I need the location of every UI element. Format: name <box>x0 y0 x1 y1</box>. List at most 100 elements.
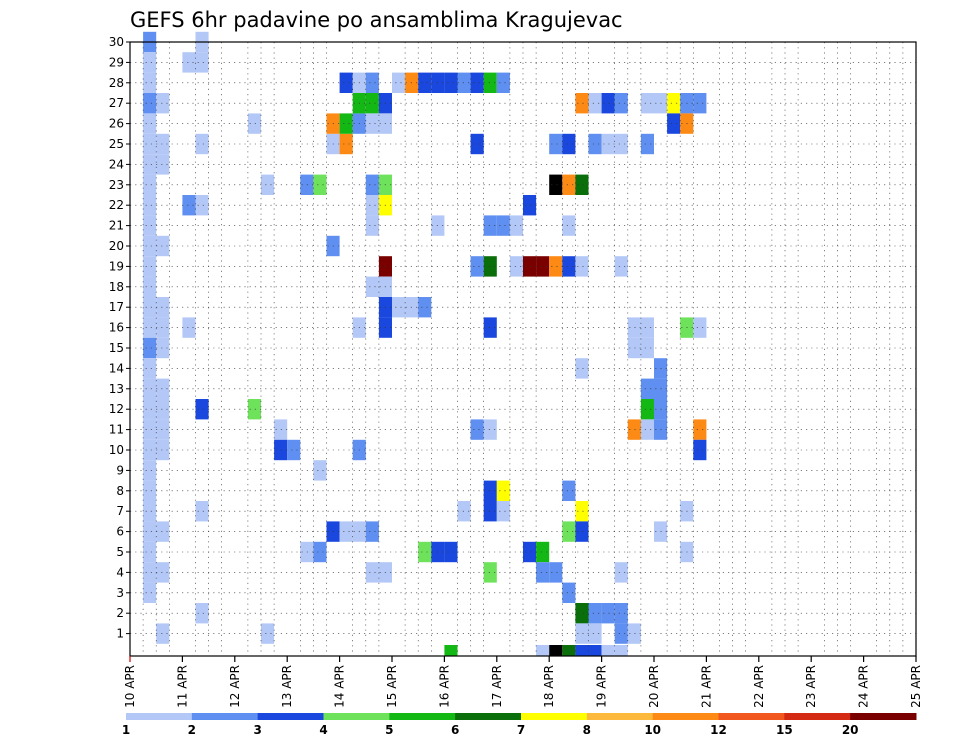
y-tick-label: 1 <box>116 627 124 641</box>
x-tick-label: 21 APR <box>699 665 713 708</box>
heatmap-cell <box>143 541 157 563</box>
heatmap-cell <box>143 419 157 440</box>
y-tick-label: 25 <box>109 137 124 151</box>
heatmap-cell <box>247 113 261 134</box>
heatmap-cell <box>195 501 209 522</box>
heatmap-cell <box>143 256 157 277</box>
heatmap-cell <box>156 337 170 359</box>
grid-lines <box>130 41 916 656</box>
heatmap-cell <box>549 562 563 583</box>
y-tick-label: 9 <box>116 463 124 477</box>
colorbar-label: 12 <box>710 723 727 737</box>
heatmap-cell <box>339 72 353 93</box>
heatmap-cell <box>156 317 170 338</box>
y-tick-label: 3 <box>116 586 124 600</box>
heatmap-cell <box>195 52 209 73</box>
colorbar-swatch <box>126 713 193 720</box>
heatmap-cell <box>640 317 654 338</box>
heatmap-cell <box>365 195 379 216</box>
colorbar-swatch <box>191 713 259 720</box>
heatmap-cell <box>536 256 550 277</box>
heatmap-cell <box>143 154 157 175</box>
heatmap-cell <box>536 541 550 563</box>
heatmap-cell <box>143 562 157 583</box>
y-tick-label: 13 <box>109 382 124 396</box>
heatmap-cell <box>575 521 589 542</box>
heatmap-cell <box>156 235 170 257</box>
heatmap-cell <box>274 439 288 461</box>
heatmap-cell <box>549 174 563 195</box>
y-tick-label: 19 <box>109 259 124 273</box>
heatmap-cell <box>483 72 497 93</box>
heatmap-cell <box>156 623 170 644</box>
heatmap-cell <box>601 603 615 624</box>
colorbar-label: 3 <box>253 723 261 737</box>
y-tick-label: 12 <box>109 402 124 416</box>
heatmap-cell <box>156 297 170 318</box>
x-tick-label: 18 APR <box>542 665 556 708</box>
heatmap-cell <box>693 317 707 338</box>
heatmap-cell <box>614 562 628 583</box>
heatmap-cell <box>496 215 510 236</box>
heatmap-cell <box>457 501 471 522</box>
heatmap-cell <box>156 439 170 461</box>
heatmap-cell <box>640 133 654 155</box>
heatmap-cell <box>614 93 628 114</box>
axis-ticks: 1234567891011121314151617181920212223242… <box>109 35 923 708</box>
x-tick-label: 13 APR <box>280 665 294 708</box>
heatmap-cell <box>601 133 615 155</box>
heatmap-cell <box>261 623 275 644</box>
heatmap-cell <box>143 174 157 195</box>
x-tick-label: 25 APR <box>909 665 923 708</box>
heatmap-cell <box>627 623 641 644</box>
y-tick-label: 4 <box>116 565 124 579</box>
heatmap-cell <box>575 645 589 656</box>
y-tick-label: 17 <box>109 300 124 314</box>
heatmap-cell <box>365 72 379 93</box>
heatmap-cell <box>470 419 484 440</box>
colorbar-swatch <box>389 713 456 720</box>
heatmap-cell <box>339 521 353 542</box>
x-tick-label: 16 APR <box>437 665 451 708</box>
heatmap-cell <box>156 419 170 440</box>
heatmap-cell <box>614 256 628 277</box>
heatmap-cell <box>143 480 157 501</box>
colorbar-swatch <box>784 713 851 720</box>
heatmap-cell <box>575 93 589 114</box>
heatmap-cell <box>496 480 510 501</box>
colorbar-label: 1 <box>122 723 130 737</box>
heatmap-cell <box>483 480 497 501</box>
heatmap-cell <box>614 623 628 644</box>
heatmap-cell <box>182 52 196 73</box>
heatmap-cell <box>562 645 576 656</box>
heatmap-cell <box>313 541 327 563</box>
x-tick-label: 20 APR <box>647 665 661 708</box>
heatmap-cell <box>444 72 458 93</box>
heatmap-cell <box>365 174 379 195</box>
y-tick-label: 15 <box>109 341 124 355</box>
heatmap-cell <box>667 113 681 134</box>
heatmap-cell <box>693 419 707 440</box>
y-tick-label: 11 <box>109 423 124 437</box>
heatmap-cell <box>601 93 615 114</box>
colorbar-label: 2 <box>188 723 196 737</box>
colorbar-swatch <box>652 713 719 720</box>
heatmap-cell <box>523 541 537 563</box>
heatmap-cell <box>523 256 537 277</box>
heatmap-cell <box>549 133 563 155</box>
heatmap-cell <box>313 174 327 195</box>
heatmap-cell <box>640 399 654 420</box>
heatmap-cell <box>156 154 170 175</box>
heatmap-cell <box>143 358 157 379</box>
heatmap-cell <box>182 317 196 338</box>
colorbar-label: 20 <box>842 723 859 737</box>
plot-frame <box>129 41 917 657</box>
heatmap-cell <box>509 256 523 277</box>
heatmap-cell <box>614 133 628 155</box>
heatmap-cells <box>143 31 707 656</box>
heatmap-cell <box>195 133 209 155</box>
y-tick-label: 20 <box>109 239 124 253</box>
heatmap-cell <box>575 501 589 522</box>
heatmap-cell <box>143 133 157 155</box>
